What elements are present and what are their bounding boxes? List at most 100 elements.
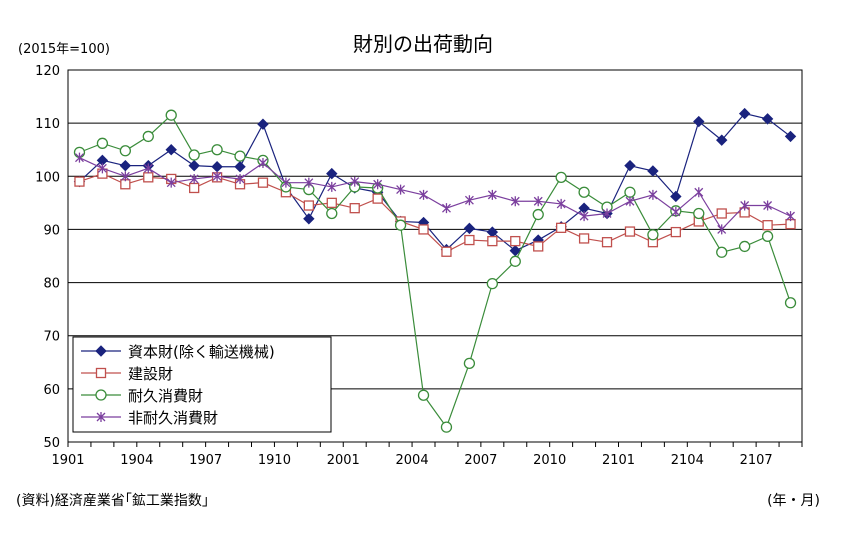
data-point bbox=[234, 150, 246, 162]
data-point bbox=[648, 189, 658, 200]
series-line bbox=[79, 112, 791, 252]
x-tick-label: 2010 bbox=[533, 453, 566, 468]
data-point bbox=[419, 189, 428, 200]
data-point bbox=[442, 203, 451, 214]
y-tick-label: 70 bbox=[43, 330, 60, 345]
data-point bbox=[533, 241, 544, 252]
data-point bbox=[75, 152, 84, 163]
data-point bbox=[784, 297, 797, 309]
y-tick-label: 90 bbox=[43, 223, 60, 238]
data-point bbox=[647, 165, 659, 177]
data-point bbox=[440, 421, 453, 433]
data-point bbox=[716, 246, 728, 258]
data-point bbox=[96, 137, 109, 149]
data-point bbox=[394, 219, 407, 231]
data-point bbox=[717, 224, 727, 235]
data-point bbox=[510, 196, 520, 207]
data-point bbox=[304, 177, 314, 188]
data-point bbox=[624, 159, 636, 172]
data-point bbox=[234, 161, 246, 173]
data-point bbox=[647, 229, 659, 241]
data-point bbox=[119, 159, 132, 172]
data-point bbox=[556, 198, 566, 209]
data-point bbox=[74, 176, 85, 187]
data-point bbox=[119, 145, 131, 157]
data-point bbox=[373, 179, 383, 190]
y-tick-label: 50 bbox=[43, 436, 60, 451]
data-point bbox=[578, 186, 590, 198]
data-point bbox=[694, 187, 704, 198]
x-tick-label: 1907 bbox=[189, 453, 222, 468]
data-point bbox=[486, 277, 498, 290]
data-point bbox=[396, 184, 406, 195]
data-point bbox=[463, 357, 476, 369]
series-1 bbox=[73, 107, 797, 257]
data-point bbox=[464, 234, 475, 246]
x-tick-label: 1904 bbox=[120, 453, 153, 468]
data-point bbox=[763, 200, 773, 211]
data-point bbox=[211, 161, 223, 173]
data-point bbox=[555, 171, 567, 183]
data-point bbox=[463, 222, 476, 235]
legend-label: 資本財(除く輸送機械) bbox=[128, 343, 275, 361]
chart-title: 財別の出荷動向 bbox=[353, 32, 493, 56]
data-point bbox=[326, 207, 338, 220]
data-point bbox=[625, 196, 635, 207]
data-point bbox=[671, 206, 681, 217]
data-point bbox=[189, 182, 200, 194]
data-point bbox=[372, 193, 383, 204]
series-group bbox=[73, 107, 797, 433]
data-point bbox=[189, 173, 199, 184]
data-point bbox=[716, 134, 728, 146]
data-point bbox=[143, 172, 154, 183]
axes: 50 60 70 80 90 100 110 120 1901 1904 1907 1910 2001 2… bbox=[35, 64, 803, 468]
legend-box bbox=[72, 336, 332, 433]
x-tick-label: 1910 bbox=[258, 453, 291, 468]
data-point bbox=[738, 107, 751, 120]
legend-marker bbox=[96, 412, 106, 422]
x-tick-label: 2007 bbox=[464, 453, 497, 468]
data-point bbox=[509, 255, 521, 267]
x-tick-label: 2101 bbox=[602, 453, 635, 468]
data-point bbox=[784, 130, 797, 143]
data-point bbox=[624, 186, 636, 198]
x-tick-label: 2001 bbox=[327, 453, 360, 468]
data-point bbox=[441, 246, 452, 257]
data-point bbox=[165, 109, 177, 121]
y-tick-label: 100 bbox=[35, 170, 60, 185]
legend-marker bbox=[95, 389, 107, 401]
data-point bbox=[510, 235, 521, 247]
data-point bbox=[326, 167, 338, 180]
data-point bbox=[211, 144, 223, 156]
data-point bbox=[350, 176, 360, 187]
data-point bbox=[670, 190, 682, 203]
series-4 bbox=[75, 152, 795, 235]
data-point bbox=[464, 195, 474, 206]
data-point bbox=[740, 200, 750, 211]
y-tick-label: 110 bbox=[35, 117, 60, 132]
y-tick-label: 60 bbox=[43, 383, 60, 398]
data-point bbox=[578, 233, 590, 244]
data-point bbox=[786, 211, 795, 222]
data-point bbox=[258, 158, 268, 168]
series-line bbox=[79, 172, 791, 253]
y-tick-label: 80 bbox=[43, 277, 60, 292]
data-point bbox=[693, 115, 705, 128]
legend-marker bbox=[95, 367, 107, 379]
series-line bbox=[79, 157, 791, 231]
x-tick-label: 1901 bbox=[51, 453, 84, 468]
y-tick-label: 120 bbox=[35, 64, 60, 79]
data-point bbox=[532, 208, 544, 221]
data-point bbox=[579, 211, 589, 222]
data-point bbox=[303, 200, 314, 211]
x-tick-label: 2107 bbox=[740, 453, 773, 468]
legend-label: 建設財 bbox=[128, 365, 173, 383]
data-point bbox=[739, 240, 751, 253]
data-point bbox=[601, 237, 613, 248]
data-point bbox=[97, 163, 107, 174]
data-point bbox=[212, 171, 222, 182]
data-point bbox=[120, 171, 130, 182]
data-point bbox=[418, 224, 429, 235]
